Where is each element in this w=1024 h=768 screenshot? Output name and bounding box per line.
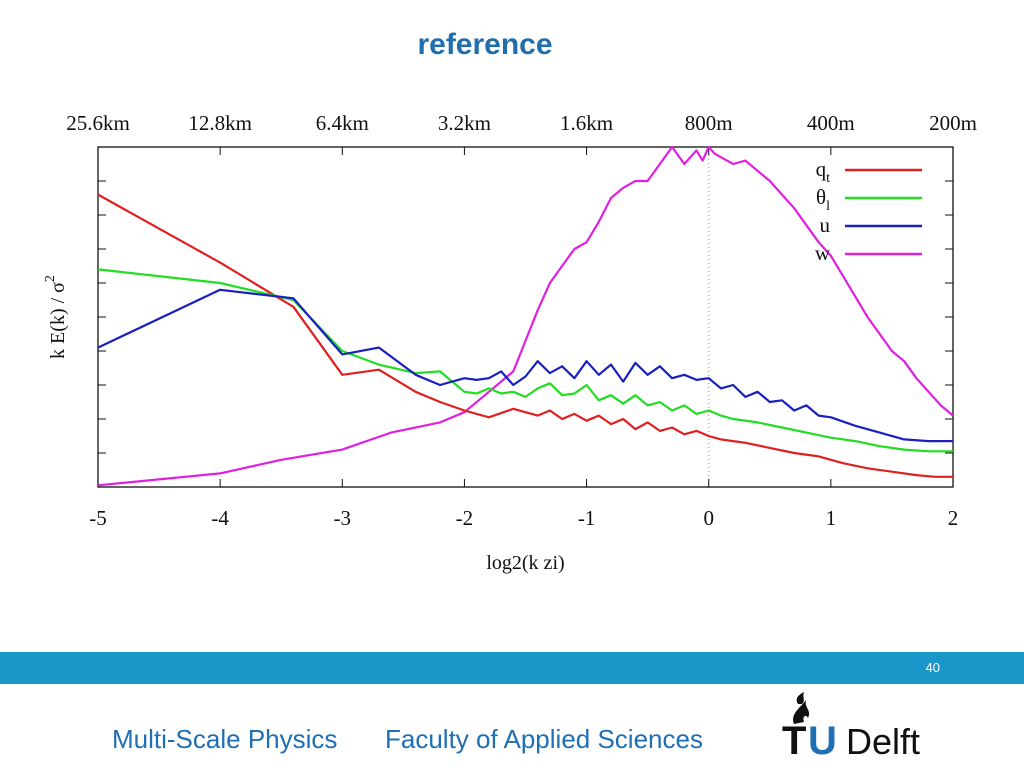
x-tick-label: -3: [334, 506, 352, 530]
logo-t: T: [782, 719, 806, 760]
top-tick-label: 1.6km: [560, 111, 613, 135]
flame-icon: [793, 692, 810, 724]
legend-label-qt: qt: [816, 157, 831, 186]
tu-delft-logo: T U Delft: [782, 692, 920, 760]
spectrum-chart: -5 -4 -3 -2 -1 0 1 2 25.6km 12.8km 6.4km 3.2km 1.6km…: [43, 111, 977, 574]
y-axis-label: k E(k) / σ2: [43, 275, 69, 359]
x-tick-label: 2: [948, 506, 959, 530]
y-axis-label-group: k E(k) / σ2: [43, 275, 69, 359]
top-tick-label: 6.4km: [316, 111, 369, 135]
top-tick-label: 400m: [807, 111, 855, 135]
top-tick-label: 3.2km: [438, 111, 491, 135]
legend-label-u: u: [820, 213, 831, 237]
top-tick-label: 200m: [929, 111, 977, 135]
page-number: 40: [925, 660, 940, 675]
footer-faculty: Faculty of Applied Sciences: [385, 724, 703, 754]
top-tick-label: 800m: [685, 111, 733, 135]
legend-label-w: w: [815, 241, 831, 265]
x-tick-label: 1: [826, 506, 837, 530]
x-axis-label: log2(k zi): [486, 552, 564, 574]
x-tick-label: -4: [211, 506, 229, 530]
top-tick-label: 12.8km: [188, 111, 252, 135]
x-tick-label: -1: [578, 506, 596, 530]
x-tick-label: -2: [456, 506, 474, 530]
x-tick-label: 0: [703, 506, 714, 530]
x-tick-label: -5: [89, 506, 107, 530]
slide-title: reference: [417, 28, 553, 61]
legend-label-theta_l: θl: [816, 185, 830, 214]
series-line-qt: [97, 193, 953, 478]
top-tick-label: 25.6km: [66, 111, 130, 135]
logo-delft: Delft: [846, 721, 920, 760]
series-line-theta_l: [97, 268, 953, 453]
series-line-u: [97, 288, 953, 443]
footer-bar: 40: [0, 652, 1024, 684]
chart-series: [97, 145, 954, 487]
chart-ticks: -5 -4 -3 -2 -1 0 1 2 25.6km 12.8km 6.4km 3.2km 1.6km…: [66, 111, 977, 530]
series-line-w: [97, 145, 954, 487]
footer-department: Multi-Scale Physics: [112, 724, 338, 754]
logo-u: U: [808, 719, 837, 760]
